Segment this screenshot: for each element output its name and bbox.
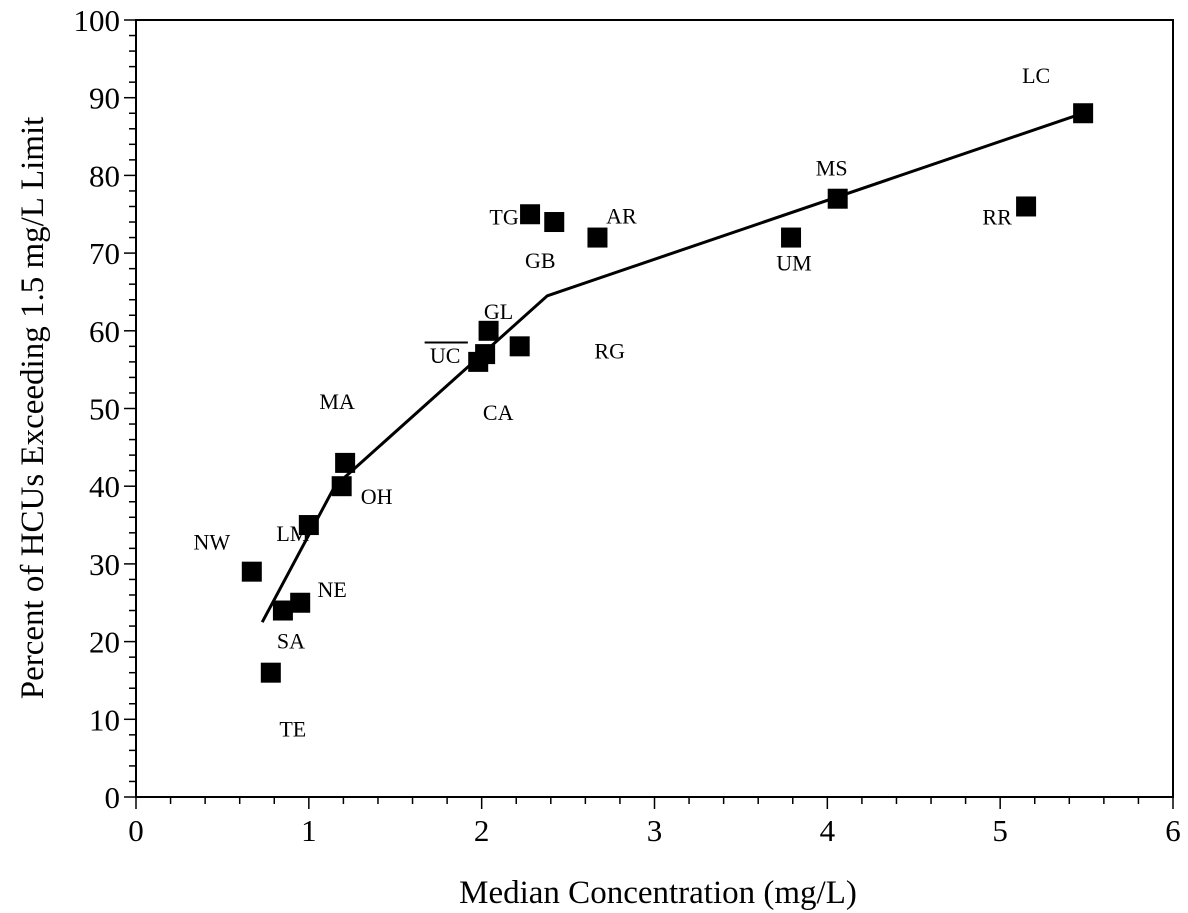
x-tick-label: 0 xyxy=(128,813,144,848)
point-label-ms: MS xyxy=(816,156,848,181)
x-axis-title: Median Concentration (mg/L) xyxy=(459,875,857,911)
point-label-gb: GB xyxy=(525,248,556,273)
y-tick-label: 100 xyxy=(74,3,121,38)
data-point-ms xyxy=(827,188,848,209)
data-point-te xyxy=(260,662,281,683)
data-point-ma xyxy=(335,452,356,473)
y-tick-label: 70 xyxy=(89,236,120,271)
point-label-uc: UC xyxy=(430,343,461,368)
y-tick-label: 20 xyxy=(89,625,120,660)
point-label-ma: MA xyxy=(319,389,355,414)
data-point-tg xyxy=(520,204,541,225)
y-tick-label: 60 xyxy=(89,314,120,349)
point-label-lm: LM xyxy=(276,521,309,546)
y-tick-label: 0 xyxy=(105,780,121,815)
point-label-sa: SA xyxy=(277,629,305,654)
point-labels: NW TE SA NE LM OH MA CA UC GL RG TG GB AR UM MS RR LC xyxy=(193,63,1050,741)
data-point-uc xyxy=(475,344,496,365)
y-axis-title: Percent of HCUs Exceeding 1.5 mg/L Limit xyxy=(15,117,51,700)
data-point-ar xyxy=(587,227,608,248)
point-label-rr: RR xyxy=(982,204,1012,229)
point-label-ar: AR xyxy=(606,204,637,229)
point-label-rg: RG xyxy=(594,338,625,363)
data-point-rg xyxy=(509,336,530,357)
x-tick-label: 4 xyxy=(820,813,836,848)
point-label-ca: CA xyxy=(483,400,514,425)
data-point-um xyxy=(781,227,802,248)
point-label-nw: NW xyxy=(193,530,230,555)
point-label-gl: GL xyxy=(484,299,513,324)
x-tick-label: 3 xyxy=(647,813,663,848)
y-tick-label: 10 xyxy=(89,702,120,737)
point-label-ne: NE xyxy=(318,577,347,602)
x-tick-label: 2 xyxy=(474,813,490,848)
y-tick-label: 50 xyxy=(89,392,120,427)
point-label-um: UM xyxy=(776,251,811,276)
y-tick-label: 90 xyxy=(89,81,120,116)
point-label-te: TE xyxy=(279,717,306,742)
data-point-lc xyxy=(1073,103,1094,124)
point-label-lc: LC xyxy=(1022,63,1050,88)
data-point-nw xyxy=(241,561,262,582)
point-label-tg: TG xyxy=(489,204,518,229)
y-tick-label: 80 xyxy=(89,158,120,193)
data-point-lm xyxy=(298,515,319,536)
data-point-ne xyxy=(290,592,311,613)
x-tick-label: 5 xyxy=(992,813,1008,848)
data-point-gb xyxy=(544,212,565,233)
x-tick-label: 1 xyxy=(301,813,317,848)
fit-line xyxy=(260,111,1084,623)
data-point-oh xyxy=(331,476,352,497)
point-label-oh: OH xyxy=(361,484,393,509)
data-point-gl xyxy=(478,320,499,341)
x-axis: 0 1 2 3 4 5 6 xyxy=(128,797,1181,848)
data-point-sa xyxy=(272,600,293,621)
y-tick-label: 40 xyxy=(89,469,120,504)
fit-line-group xyxy=(260,111,1084,623)
y-tick-label: 30 xyxy=(89,547,120,582)
data-points xyxy=(241,103,1094,683)
y-axis: 0 10 20 30 40 50 60 70 80 90 100 xyxy=(74,3,136,815)
data-point-rr xyxy=(1016,196,1037,217)
x-tick-label: 6 xyxy=(1165,813,1181,848)
